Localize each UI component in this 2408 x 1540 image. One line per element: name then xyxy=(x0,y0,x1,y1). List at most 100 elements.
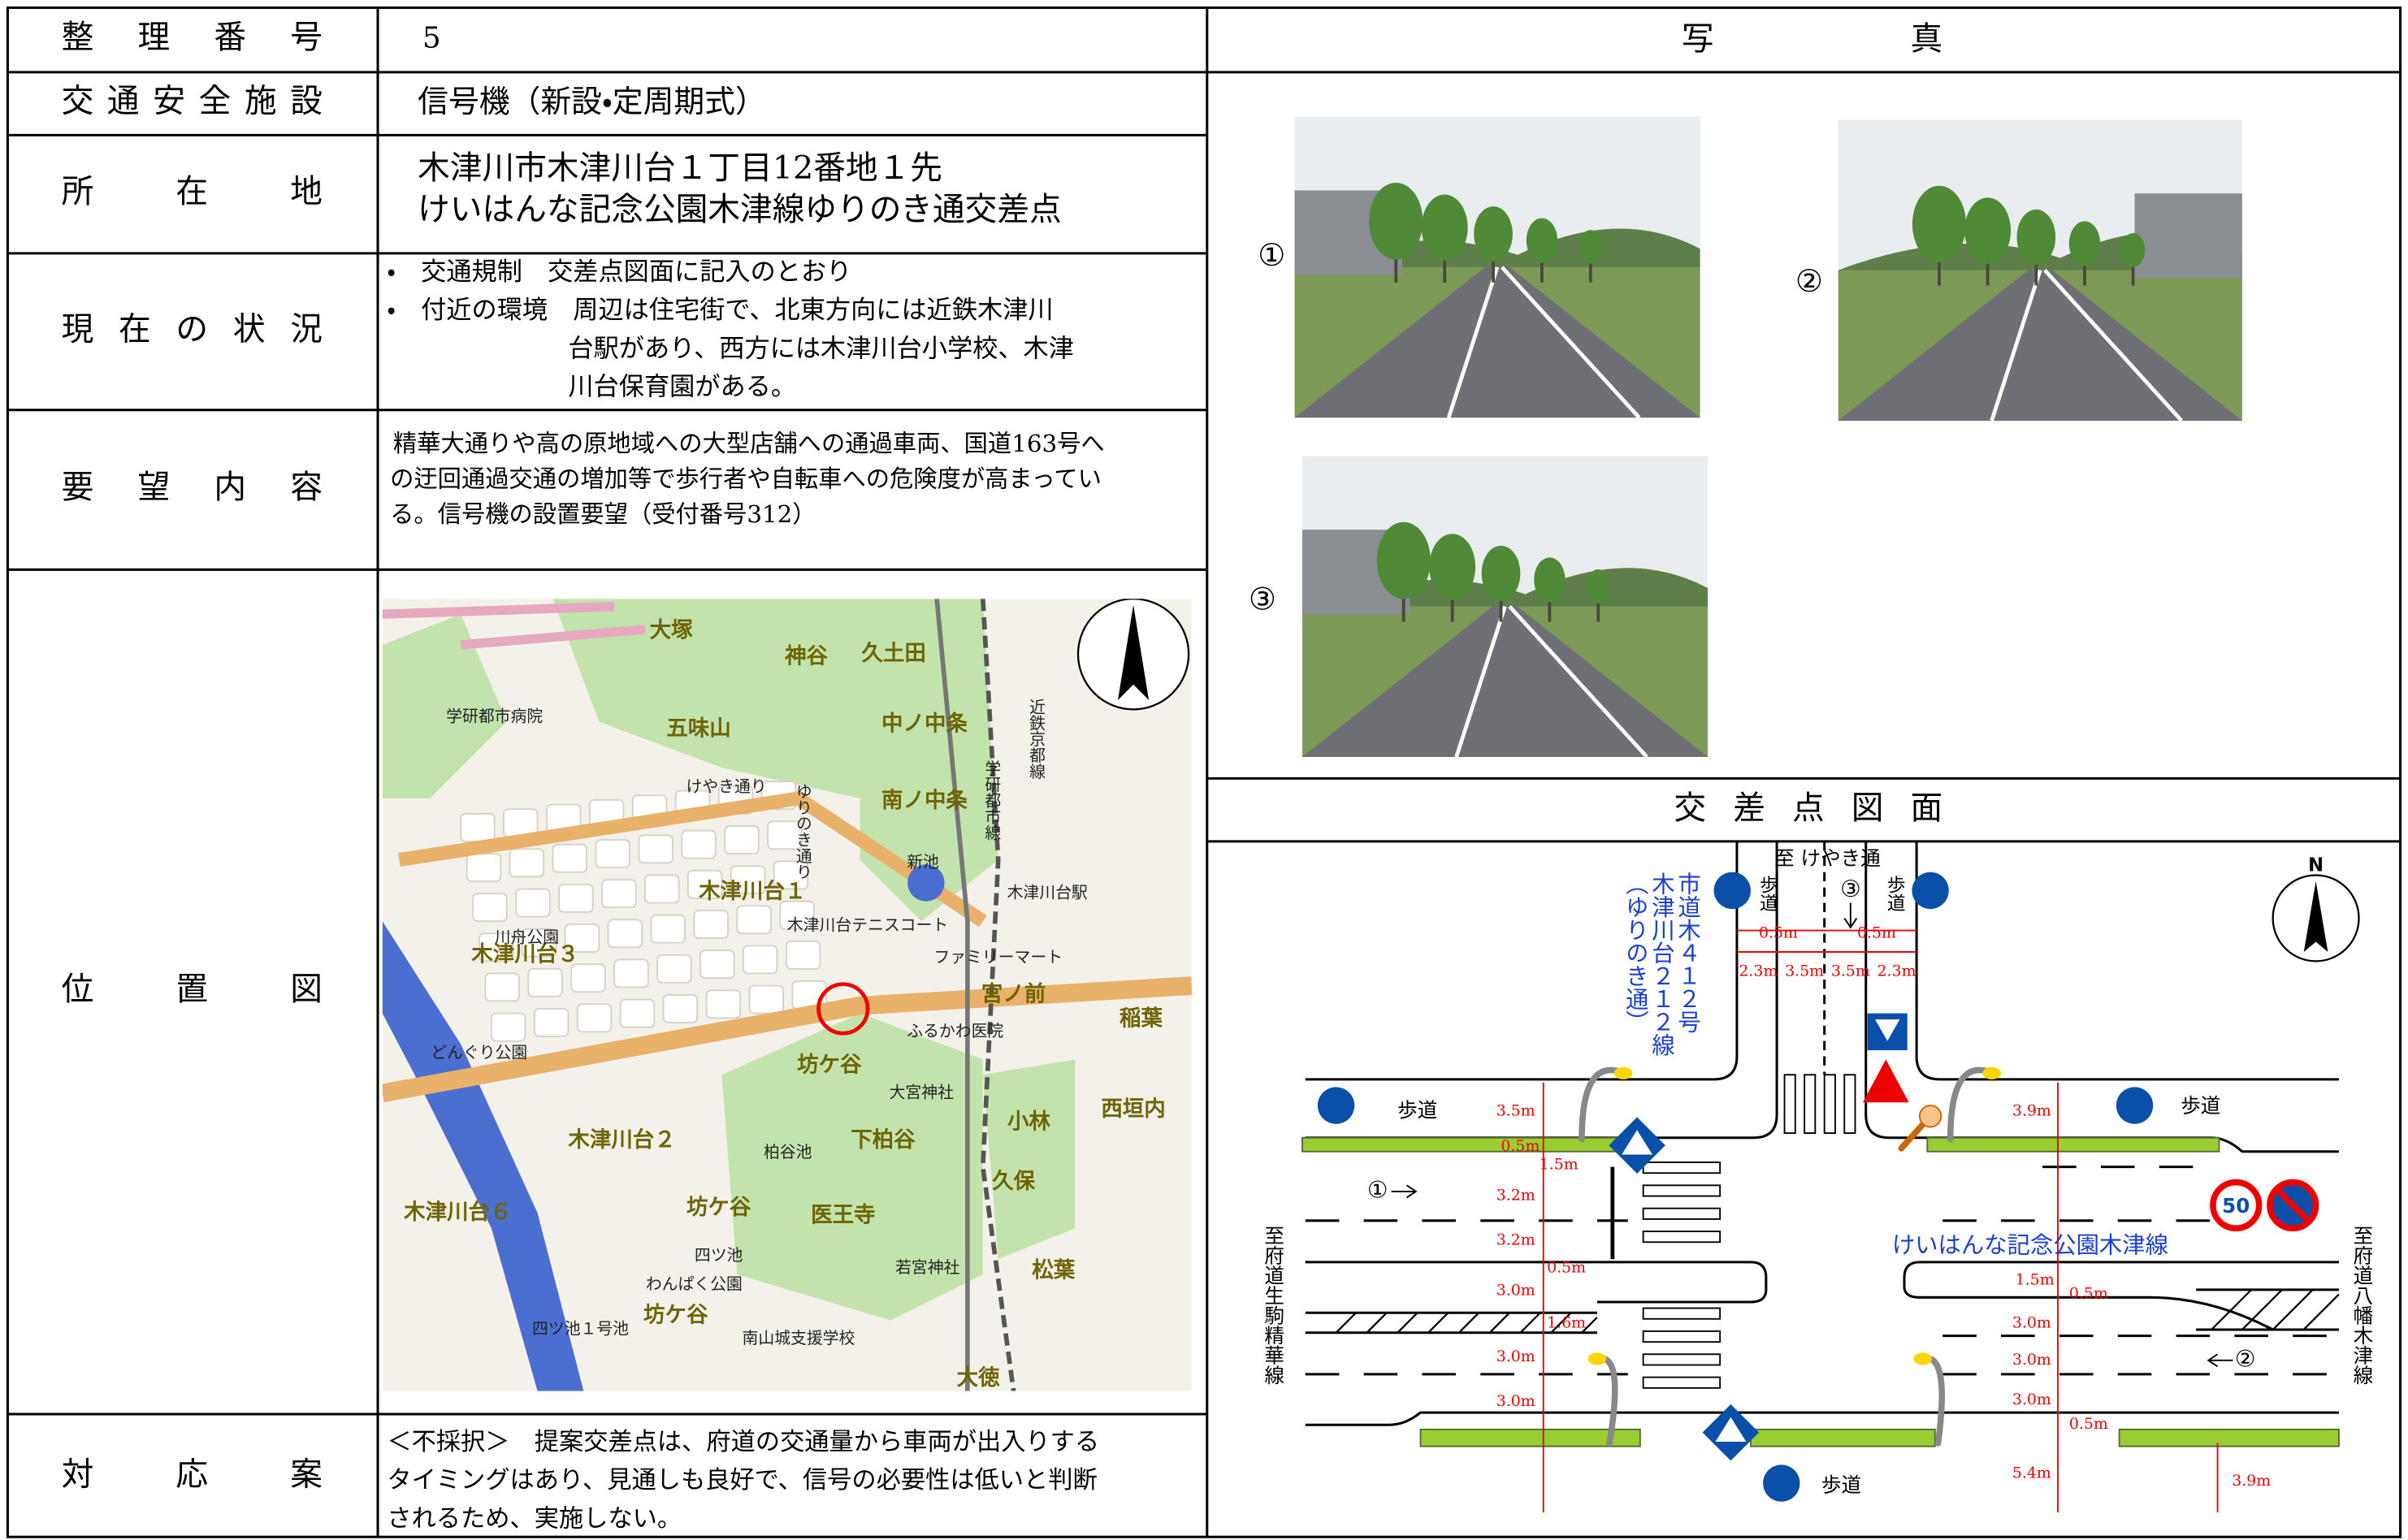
street-light xyxy=(1947,1066,1992,1143)
map-block xyxy=(705,989,742,1019)
cell-borders xyxy=(7,7,2401,1538)
map-block xyxy=(730,865,766,895)
dimension-label: 3.5m xyxy=(1831,962,1870,980)
dimension-label: 1.5m xyxy=(2016,1271,2055,1289)
sign-speed-limit xyxy=(2210,1179,2263,1232)
photo-tree xyxy=(1964,197,2012,264)
dimension-label: 2.3m xyxy=(1877,962,1916,980)
sign-no-parking-bar xyxy=(2275,1187,2311,1223)
map-label: 大宮神社 xyxy=(890,1083,954,1101)
crosswalk-stripe xyxy=(1642,1207,1722,1220)
map-block xyxy=(527,967,563,997)
photo-road xyxy=(1301,606,1709,757)
map-label: 坊ケ谷 xyxy=(643,1303,708,1328)
row-value: る。信号機の設置要望（受付番号312） xyxy=(390,500,816,528)
outer-border xyxy=(6,6,2402,1538)
zebra-edge xyxy=(1305,1288,2339,1335)
crosswalk-stripe xyxy=(1642,1231,1722,1244)
map-block xyxy=(576,1003,613,1033)
map-label: 大徳 xyxy=(957,1365,1000,1391)
lamp xyxy=(1613,1066,1633,1079)
sign-glyph xyxy=(1715,1417,1747,1443)
signs xyxy=(1317,872,2319,1502)
photo xyxy=(1301,456,1709,759)
map-label: 神谷 xyxy=(784,644,828,669)
vertical-label: 歩道 xyxy=(1756,875,1778,912)
map-block xyxy=(521,928,557,958)
sign-pedestrian-bike xyxy=(1317,1087,1355,1124)
map-block xyxy=(564,924,600,953)
north-label: N xyxy=(1126,578,1141,599)
dimension-label: 0.5m xyxy=(2069,1285,2108,1303)
map-block xyxy=(601,879,637,909)
photo-lane xyxy=(1990,269,2184,422)
map-block xyxy=(785,940,821,970)
map-label: 南山城支援学校 xyxy=(743,1329,855,1348)
speed-limit-value: 50 xyxy=(2222,1194,2250,1218)
map-block xyxy=(484,972,520,1002)
planting xyxy=(2118,1428,2340,1447)
photo-lane xyxy=(1454,605,1648,759)
photo-tree xyxy=(1586,569,1610,603)
map-rail xyxy=(980,599,1016,1391)
crosswalk-stripe xyxy=(1843,1074,1856,1135)
map-river xyxy=(382,921,584,1391)
road-edge xyxy=(1305,841,1778,1140)
lamp xyxy=(1982,1066,2002,1079)
dimension-label: 0.5m xyxy=(1547,1258,1586,1276)
row-value: けいはんな記念公園木津線ゆりのき通交差点 xyxy=(418,191,1062,228)
map-label: けやき通り xyxy=(686,777,767,796)
photo-tree xyxy=(1912,185,1967,263)
diagram-label: 歩道 xyxy=(1821,1473,1861,1496)
map-block xyxy=(779,900,815,930)
map-label: 学研都市線 xyxy=(982,760,1001,841)
map-block xyxy=(460,812,496,842)
crosswalk-stripe xyxy=(1804,1074,1817,1135)
dimension-label: 3.0m xyxy=(1496,1348,1535,1365)
crosswalk-stripe xyxy=(1642,1353,1722,1366)
map-label: 新池 xyxy=(907,853,939,872)
map-label: 松葉 xyxy=(1032,1258,1075,1283)
map-rail xyxy=(934,599,970,1391)
map-label: 木津川台１ xyxy=(698,879,806,904)
dimension-label: 3.0m xyxy=(2012,1391,2051,1408)
map-label: 学研都市病院 xyxy=(446,707,543,725)
crosswalk-stripe xyxy=(1642,1307,1722,1320)
map-block xyxy=(656,954,692,984)
map-label: 川舟公園 xyxy=(495,928,559,946)
map-label: 木津川台６ xyxy=(403,1200,511,1225)
sign-pedestrian-bike xyxy=(2116,1087,2154,1124)
north-label: N xyxy=(2308,855,2324,876)
map-label: 南ノ中条 xyxy=(881,788,968,813)
map-green-area xyxy=(982,1059,1076,1260)
dimension-label: 1.5m xyxy=(1540,1156,1579,1174)
map-label: 木津川台テニスコート xyxy=(787,915,948,934)
row-value: 木津川市木津川台１丁目12番地１先 xyxy=(418,149,942,187)
map-block xyxy=(490,1012,526,1042)
map-label: 木津川台３ xyxy=(470,941,578,967)
photo xyxy=(1838,119,2242,422)
dimension-label: 0.5m xyxy=(1759,924,1798,941)
photo-number: ③ xyxy=(1249,582,1276,617)
map-block xyxy=(509,848,545,878)
map-label: 小林 xyxy=(1007,1109,1050,1134)
dimension-label: 3.5m xyxy=(1496,1102,1535,1120)
dimension-label: 0.5m xyxy=(1501,1137,1540,1155)
dimension-label: 3.0m xyxy=(1496,1282,1535,1300)
dimension-label: 3.2m xyxy=(1496,1231,1535,1248)
diagram-label: ③ xyxy=(1840,876,1860,902)
photo-tree xyxy=(1534,557,1566,603)
map-block xyxy=(767,820,803,850)
map-label: 木津川台２ xyxy=(567,1127,675,1153)
north-arrow xyxy=(2303,881,2328,953)
map-label: 西垣内 xyxy=(1101,1097,1165,1122)
crosswalk-stripe xyxy=(1783,1074,1796,1135)
lane-line xyxy=(1305,1166,2339,1376)
crosswalk-stripe xyxy=(1642,1376,1722,1389)
dimension-label: 0.5m xyxy=(2069,1415,2108,1433)
row-value: ・ 付近の環境 周辺は住宅街で、北東方向には近鉄木津川 xyxy=(387,296,1053,325)
road-edge xyxy=(1305,1411,2339,1426)
dimension-label: 1.6m xyxy=(1547,1313,1586,1331)
